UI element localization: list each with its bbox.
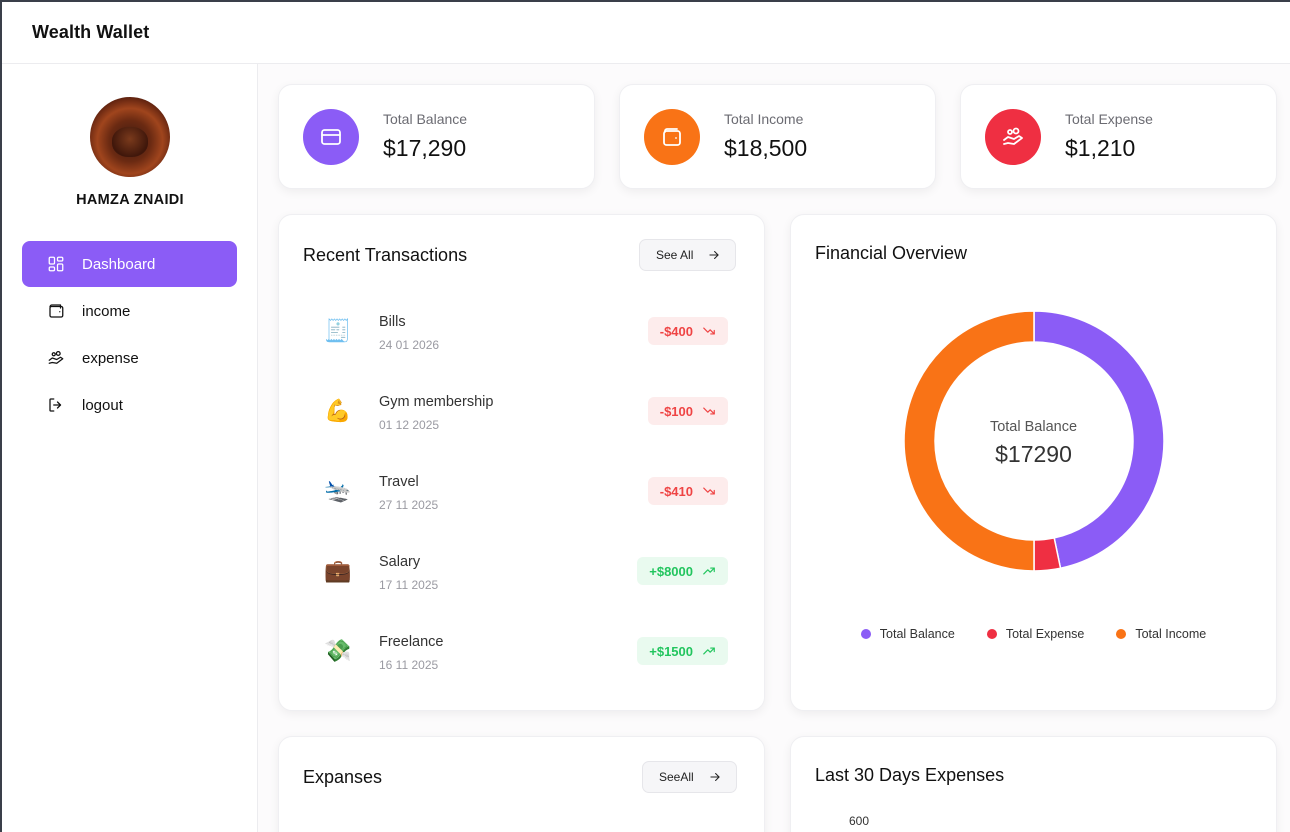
sidebar: HAMZA ZNAIDI Dashboard income expense bbox=[2, 64, 258, 832]
flexed-biceps-icon: 💪 bbox=[324, 398, 352, 423]
sidebar-item-label: logout bbox=[82, 396, 123, 414]
card-title: Financial Overview bbox=[815, 243, 968, 263]
see-all-label: SeeAll bbox=[659, 770, 694, 784]
sidebar-nav: Dashboard income expense logout bbox=[22, 241, 237, 429]
transaction-date: 16 11 2025 bbox=[379, 658, 439, 672]
receipt-icon: 🧾 bbox=[324, 318, 352, 343]
see-all-button[interactable]: See All bbox=[639, 239, 737, 271]
transaction-date: 01 12 2025 bbox=[379, 418, 440, 432]
hand-coins-icon bbox=[985, 109, 1041, 165]
y-axis-tick: 600 bbox=[849, 814, 870, 828]
hand-coins-icon bbox=[47, 349, 65, 367]
trend-down-icon bbox=[703, 487, 715, 495]
wallet-icon bbox=[47, 302, 65, 320]
briefcase-icon: 💼 bbox=[324, 558, 352, 583]
last-30-days-card: Last 30 Days Expenses 600 bbox=[790, 736, 1277, 832]
transaction-date: 24 01 2026 bbox=[379, 338, 440, 352]
stat-label: Total Income bbox=[724, 111, 804, 127]
money-wings-icon: 💸 bbox=[324, 638, 352, 663]
legend-swatch bbox=[1116, 629, 1127, 639]
total-income-card: Total Income $18,500 bbox=[619, 84, 936, 189]
amount-badge: +$1500 bbox=[637, 637, 728, 665]
dashboard-icon bbox=[47, 255, 65, 273]
amount-value: -$410 bbox=[659, 483, 693, 499]
transaction-date: 27 11 2025 bbox=[379, 498, 439, 512]
amount-badge: +$8000 bbox=[637, 557, 728, 585]
stat-label: Total Balance bbox=[383, 111, 468, 127]
donut-slice-total-income bbox=[903, 310, 1035, 572]
stat-value: $18,500 bbox=[724, 135, 808, 161]
expenses-card: Expanses SeeAll bbox=[278, 736, 765, 832]
donut-center-label: Total Balance bbox=[989, 419, 1078, 435]
legend-label: Total Income bbox=[1135, 627, 1207, 641]
trend-up-icon bbox=[703, 647, 715, 655]
legend-swatch bbox=[986, 629, 997, 639]
amount-badge: -$400 bbox=[647, 317, 728, 345]
transaction-row[interactable]: 💸 Freelance 16 11 2025 +$1500 bbox=[303, 620, 728, 680]
legend-label: Total Expense bbox=[1005, 627, 1085, 641]
arrow-right-icon bbox=[710, 772, 720, 782]
amount-value: +$8000 bbox=[649, 563, 693, 579]
stat-value: $17,290 bbox=[383, 135, 467, 161]
transaction-row[interactable]: 💼 Salary 17 11 2025 +$8000 bbox=[303, 540, 728, 600]
logout-icon bbox=[47, 396, 65, 414]
financial-overview-card: Financial Overview Total Balance $17290 … bbox=[790, 214, 1277, 711]
total-expense-card: Total Expense $1,210 bbox=[960, 84, 1277, 189]
transaction-row[interactable]: 🛬 Travel 27 11 2025 -$410 bbox=[303, 460, 728, 520]
see-all-label: See All bbox=[656, 248, 694, 262]
arrow-right-icon bbox=[709, 250, 719, 260]
sidebar-item-dashboard[interactable]: Dashboard bbox=[22, 241, 237, 287]
amount-value: -$400 bbox=[659, 323, 693, 339]
card-title: Recent Transactions bbox=[303, 245, 468, 265]
trend-up-icon bbox=[703, 567, 715, 575]
legend-label: Total Balance bbox=[879, 627, 955, 641]
user-name: HAMZA ZNAIDI bbox=[76, 192, 184, 208]
sidebar-item-income[interactable]: income bbox=[22, 288, 237, 334]
recent-transactions-card: Recent Transactions See All 🧾 Bills 24 0… bbox=[278, 214, 765, 711]
total-balance-card: Total Balance $17,290 bbox=[278, 84, 595, 189]
legend-item: Total Income bbox=[1116, 627, 1206, 641]
transaction-name: Travel bbox=[379, 474, 419, 490]
see-all-button[interactable]: SeeAll bbox=[642, 761, 737, 793]
transaction-row[interactable]: 🧾 Bills 24 01 2026 -$400 bbox=[303, 300, 728, 360]
sidebar-item-label: income bbox=[82, 302, 131, 320]
legend-item: Total Balance bbox=[860, 627, 955, 641]
chart-legend: Total Balance Total Expense Total Income bbox=[791, 627, 1276, 641]
sidebar-item-expense[interactable]: expense bbox=[22, 335, 237, 381]
top-bar: Wealth Wallet bbox=[2, 2, 1290, 64]
wallet-icon bbox=[644, 109, 700, 165]
sidebar-item-label: Dashboard bbox=[82, 255, 156, 273]
amount-badge: -$100 bbox=[647, 397, 728, 425]
donut-chart bbox=[903, 310, 1165, 572]
card-title: Expanses bbox=[303, 767, 383, 787]
donut-center-value: $17290 bbox=[995, 441, 1072, 467]
stat-value: $1,210 bbox=[1065, 135, 1136, 161]
transaction-name: Salary bbox=[379, 554, 421, 570]
app-title: Wealth Wallet bbox=[32, 22, 150, 42]
stat-label: Total Expense bbox=[1065, 111, 1153, 127]
transaction-name: Bills bbox=[379, 314, 406, 330]
card-title: Last 30 Days Expenses bbox=[815, 765, 1005, 785]
avatar bbox=[90, 97, 170, 177]
donut-slice-total-balance bbox=[1033, 310, 1165, 570]
amount-value: -$100 bbox=[659, 403, 693, 419]
sidebar-item-label: expense bbox=[82, 349, 139, 367]
transaction-date: 17 11 2025 bbox=[379, 578, 439, 592]
amount-badge: -$410 bbox=[647, 477, 728, 505]
transaction-name: Freelance bbox=[379, 634, 444, 650]
trend-down-icon bbox=[703, 407, 715, 415]
legend-swatch bbox=[860, 629, 871, 639]
sidebar-item-logout[interactable]: logout bbox=[22, 382, 237, 428]
legend-item: Total Expense bbox=[986, 627, 1085, 641]
transaction-row[interactable]: 💪 Gym membership 01 12 2025 -$100 bbox=[303, 380, 728, 440]
airplane-arrival-icon: 🛬 bbox=[324, 478, 352, 503]
transaction-name: Gym membership bbox=[379, 394, 494, 410]
trend-down-icon bbox=[703, 327, 715, 335]
card-icon bbox=[303, 109, 359, 165]
amount-value: +$1500 bbox=[649, 643, 693, 659]
